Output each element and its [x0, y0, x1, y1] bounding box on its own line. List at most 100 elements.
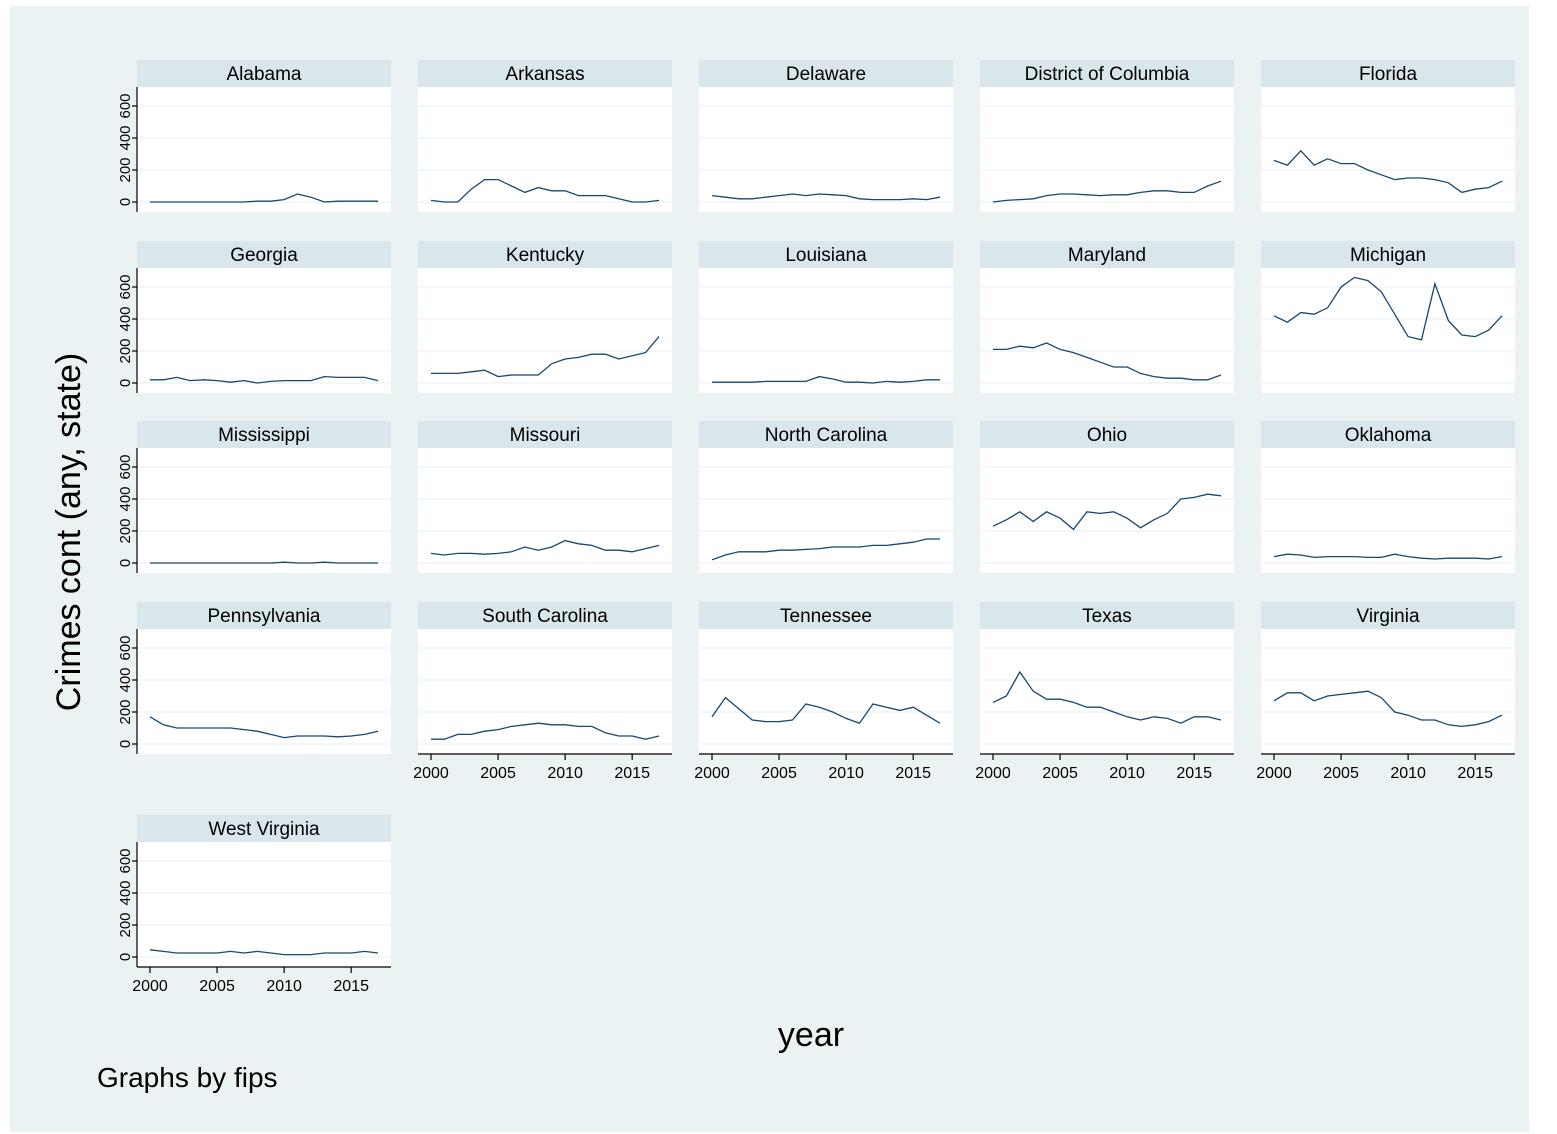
y-tick-label: 0 [117, 953, 134, 961]
panel-title: Michigan [1350, 245, 1426, 266]
y-tick-label: 600 [117, 848, 134, 873]
panel-header [980, 421, 1234, 448]
panel-header [980, 60, 1234, 87]
plot-area [137, 268, 391, 393]
x-tick-label: 2015 [614, 765, 650, 782]
panel-header [418, 241, 672, 268]
x-tick-label: 2015 [895, 765, 931, 782]
plot-area [418, 448, 672, 573]
panel-title: Mississippi [218, 425, 310, 446]
panel-header [418, 60, 672, 87]
series-line [992, 493, 1222, 531]
panel-header [1261, 421, 1515, 448]
series-line [149, 949, 379, 956]
x-tick-label: 2010 [266, 978, 302, 995]
panel-title: Virginia [1356, 606, 1419, 627]
panel-oklahoma: Oklahoma [1261, 421, 1515, 573]
series-line [992, 180, 1222, 203]
panel-michigan: Michigan [1261, 241, 1515, 393]
series-line [711, 538, 940, 561]
panel-title: Louisiana [785, 245, 867, 266]
series-line [431, 336, 660, 378]
plot-area [699, 87, 953, 212]
panel-title: Texas [1082, 606, 1132, 627]
x-tick-label: 2000 [975, 765, 1011, 782]
y-tick-label: 400 [117, 306, 134, 331]
panel-west-virginia: West Virginia 0 200 400 600 2000 2005 2010 2015 [117, 815, 391, 995]
x-tick-label: 2010 [547, 765, 583, 782]
y-tick-label: 400 [117, 125, 134, 150]
series-line [712, 375, 940, 384]
plot-area [418, 268, 672, 393]
panel-tennessee: Tennessee 2000 2005 2010 2015 [694, 602, 953, 782]
x-tick-label: 2005 [199, 978, 235, 995]
x-tick-label: 2000 [694, 765, 730, 782]
plot-area [1261, 448, 1515, 573]
series-line [430, 539, 660, 556]
panel-maryland: Maryland [980, 241, 1234, 393]
panel-header [137, 421, 391, 448]
x-tick-label: 2005 [480, 765, 516, 782]
panel-florida: Florida [1261, 60, 1515, 212]
x-tick-label: 2015 [333, 978, 369, 995]
x-tick-label: 2010 [828, 765, 864, 782]
panel-header [137, 815, 391, 842]
panel-title: Tennessee [780, 606, 872, 627]
panel-title: Georgia [230, 245, 298, 266]
y-tick-label: 0 [117, 559, 134, 567]
panel-title: Florida [1359, 64, 1418, 85]
panel-header [418, 421, 672, 448]
y-tick-label: 0 [117, 198, 134, 206]
panel-texas: Texas 2000 2005 2010 2015 [975, 602, 1234, 782]
panel-header [699, 241, 953, 268]
plot-area [1261, 268, 1515, 393]
x-tick-label: 2015 [1176, 765, 1212, 782]
panel-district-of-columbia: District of Columbia [980, 60, 1234, 212]
panel-delaware: Delaware [699, 60, 953, 212]
plot-area [980, 629, 1234, 754]
y-tick-label: 200 [117, 157, 134, 182]
panel-header [137, 241, 391, 268]
series-line [149, 716, 379, 739]
panel-title: North Carolina [765, 425, 888, 446]
panel-title: Pennsylvania [207, 606, 320, 627]
series-line [1273, 690, 1503, 728]
plot-area [137, 842, 391, 967]
y-tick-label: 600 [117, 274, 134, 299]
panel-header [1261, 60, 1515, 87]
panel-header [1261, 241, 1515, 268]
series-line [431, 722, 660, 740]
y-tick-label: 400 [117, 880, 134, 905]
panel-georgia: Georgia 0 200 400 600 [117, 241, 391, 393]
y-tick-label: 200 [117, 518, 134, 543]
panel-title: Oklahoma [1345, 425, 1432, 446]
series-line [150, 375, 379, 384]
panel-title: Maryland [1068, 245, 1146, 266]
x-tick-label: 2010 [1390, 765, 1426, 782]
panel-title: District of Columbia [1025, 64, 1190, 85]
panel-title: Delaware [786, 64, 866, 85]
y-tick-label: 200 [117, 338, 134, 363]
panel-virginia: Virginia 2000 2005 2010 2015 [1256, 602, 1515, 782]
y-tick-label: 600 [117, 454, 134, 479]
plot-area [1261, 629, 1515, 754]
plot-area [418, 629, 672, 754]
panel-missouri: Missouri [418, 421, 672, 573]
x-tick-label: 2005 [761, 765, 797, 782]
panel-header [699, 602, 953, 629]
plot-area [699, 629, 953, 754]
panel-south-carolina: South Carolina 2000 2005 2010 2015 [413, 602, 672, 782]
graphs-by-note: Graphs by fips [97, 1062, 278, 1093]
series-line [150, 561, 378, 564]
series-line [1273, 553, 1503, 560]
panel-north-carolina: North Carolina [699, 421, 953, 573]
panel-pennsylvania: Pennsylvania 0 200 400 600 [117, 602, 391, 754]
panel-title: South Carolina [482, 606, 608, 627]
series-line [992, 670, 1222, 724]
panel-header [699, 421, 953, 448]
x-tick-label: 2000 [132, 978, 168, 995]
y-tick-label: 400 [117, 486, 134, 511]
panel-header [137, 602, 391, 629]
panel-header [1261, 602, 1515, 629]
